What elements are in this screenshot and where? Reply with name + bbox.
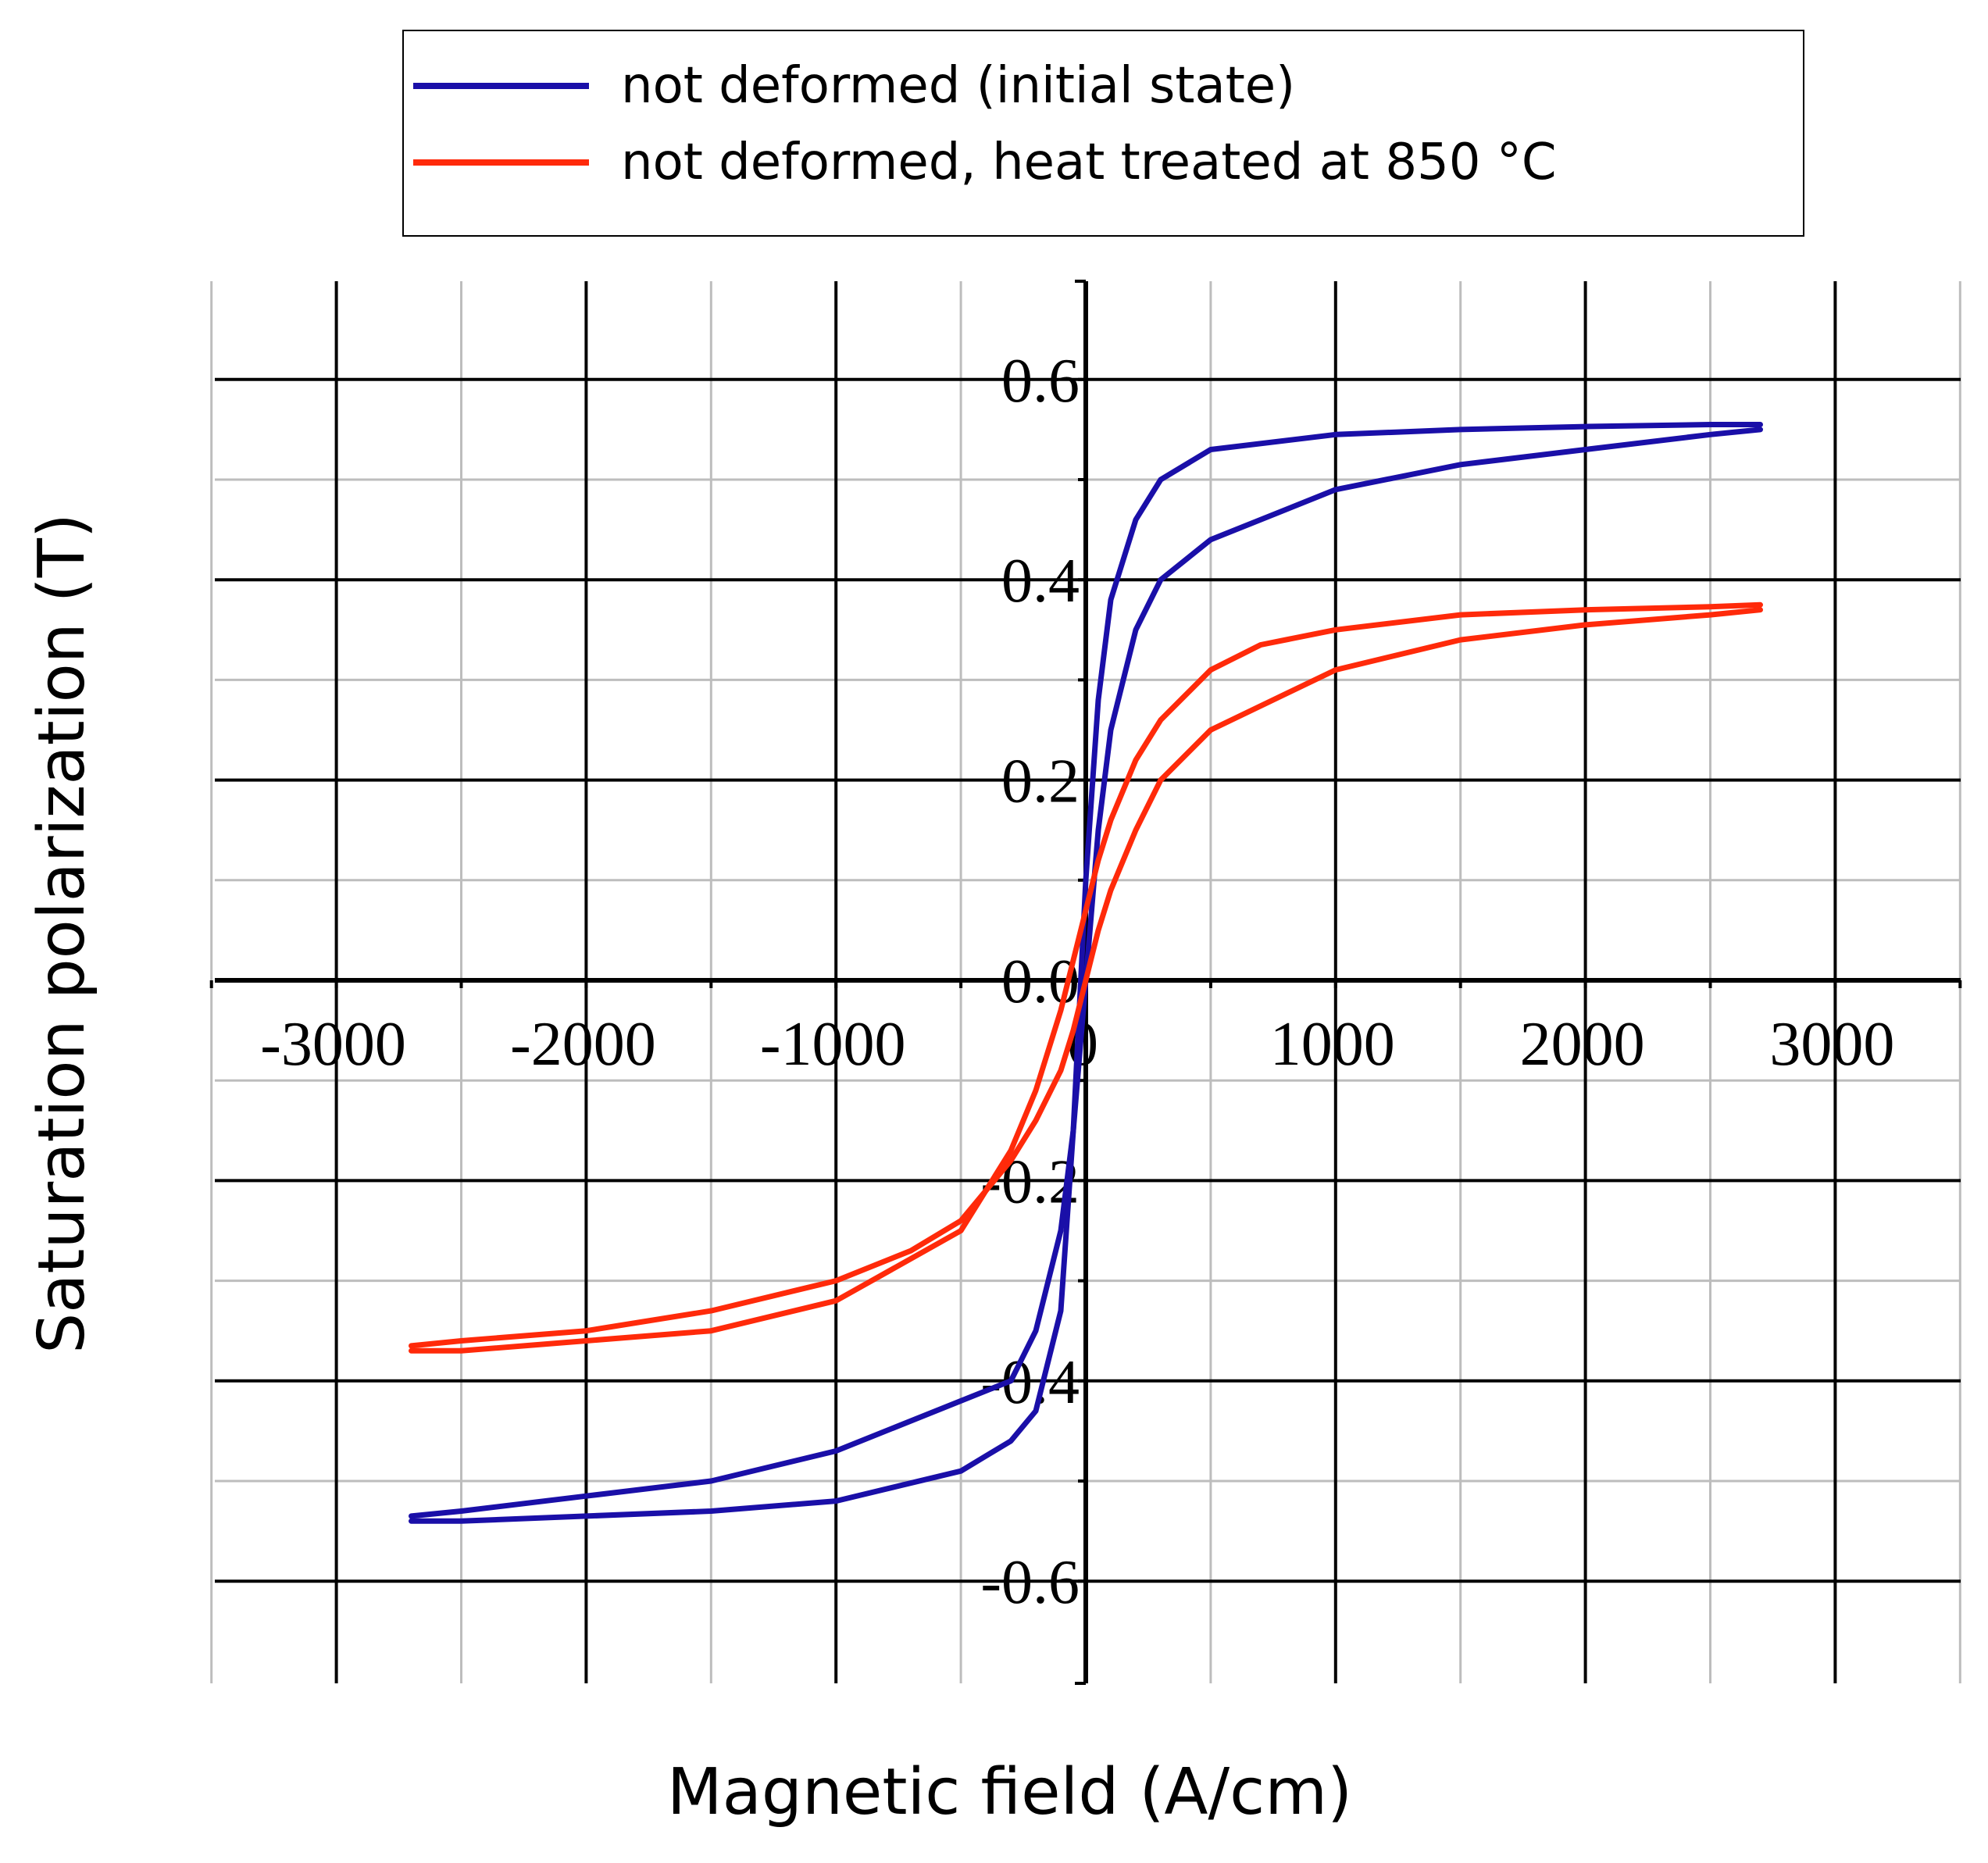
y-tick-label: -0.6 xyxy=(980,1548,1080,1617)
y-axis-label: Saturation polarization (T) xyxy=(25,513,99,1354)
y-tick-label: 0.4 xyxy=(1001,547,1080,616)
x-axis-label: Magnetic field (A/cm) xyxy=(666,1755,1353,1829)
x-tick-label: -2000 xyxy=(510,1010,656,1079)
legend-swatch-red xyxy=(413,159,589,166)
series-0-descending-branch xyxy=(409,422,1763,1524)
legend: not deformed (initial state) not deforme… xyxy=(402,30,1804,237)
series-1-ascending-branch xyxy=(409,607,1763,1349)
x-tick-label: 1000 xyxy=(1270,1010,1395,1079)
legend-swatch-blue xyxy=(413,83,589,89)
legend-entry: not deformed (initial state) xyxy=(404,48,1803,127)
y-tick-label: 0.2 xyxy=(1001,748,1080,816)
y-tick-label: 0.6 xyxy=(1001,347,1080,416)
series-1-descending-branch xyxy=(409,601,1763,1354)
legend-label: not deformed (initial state) xyxy=(621,57,1296,115)
x-tick-label: 3000 xyxy=(1769,1010,1894,1079)
x-tick-label: -1000 xyxy=(760,1010,906,1079)
x-tick-label: -3000 xyxy=(260,1010,406,1079)
legend-label: not deformed, heat treated at 850 °C xyxy=(621,134,1557,191)
legend-entry: not deformed, heat treated at 850 °C xyxy=(404,125,1803,203)
y-tick-label: -0.4 xyxy=(980,1348,1080,1417)
x-tick-label: 2000 xyxy=(1520,1010,1645,1079)
